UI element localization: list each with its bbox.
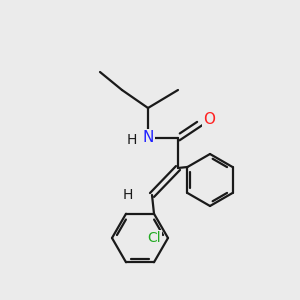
Text: H: H: [127, 133, 137, 147]
Text: N: N: [142, 130, 154, 146]
Text: Cl: Cl: [147, 231, 161, 245]
Text: O: O: [203, 112, 215, 128]
Text: H: H: [123, 188, 133, 202]
